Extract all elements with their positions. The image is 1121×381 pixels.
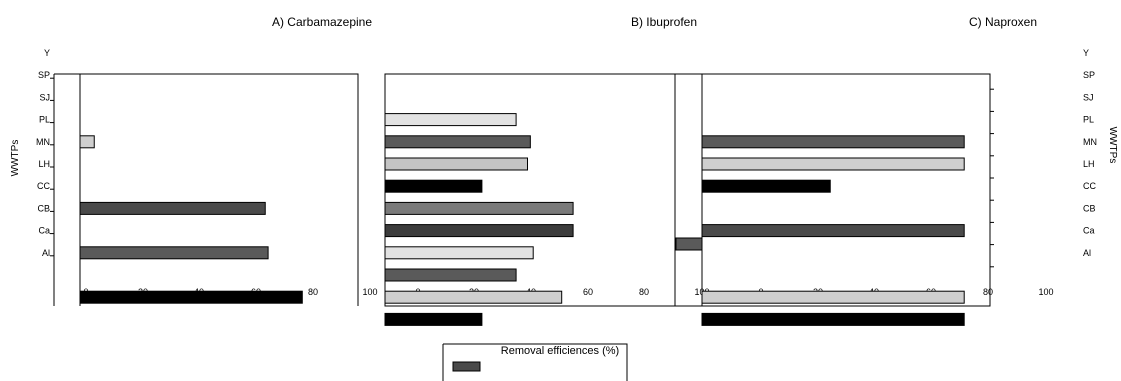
- bar: [384, 268, 517, 282]
- panel-1: 020406080100: [50, 73, 378, 306]
- y-axis-label-right: WWTPs: [1107, 127, 1118, 164]
- bar: [384, 312, 483, 326]
- panel-frame: [54, 73, 359, 306]
- panel-frame: [674, 73, 991, 307]
- bar: [701, 179, 831, 193]
- bar: [675, 237, 703, 251]
- bar: [701, 135, 965, 149]
- bar: [384, 179, 483, 193]
- y-tick-label-right: Y: [1083, 48, 1089, 58]
- y-tick-label-left: LH: [38, 159, 50, 169]
- y-tick-label-right: CC: [1083, 181, 1096, 191]
- y-tick-label-right: Ca: [1083, 226, 1095, 236]
- y-tick-label-left: SJ: [39, 92, 50, 102]
- bar: [384, 224, 574, 238]
- x-tick-label: 100: [1038, 287, 1053, 297]
- x-tick-label: 100: [362, 287, 377, 297]
- bar: [79, 246, 269, 260]
- y-tick-label-left: Y: [44, 48, 50, 58]
- bar: [701, 157, 965, 171]
- y-tick-label-left: MN: [36, 137, 50, 147]
- x-tick-label: 60: [583, 287, 593, 297]
- bar: [79, 201, 266, 215]
- y-tick-label-right: Al: [1083, 248, 1091, 258]
- y-tick-label-right: SJ: [1083, 92, 1094, 102]
- y-tick-label-left: PL: [39, 115, 50, 125]
- y-tick-label-right: PL: [1083, 115, 1094, 125]
- y-tick-label-left: SP: [38, 70, 50, 80]
- bar: [384, 157, 528, 171]
- bar: [701, 312, 965, 326]
- y-tick-label-right: MN: [1083, 137, 1097, 147]
- bar: [384, 201, 574, 215]
- x-tick-label: 80: [639, 287, 649, 297]
- bar: [384, 135, 531, 149]
- x-tick-label: 80: [308, 287, 318, 297]
- bar: [701, 290, 965, 304]
- y-tick-label-left: CC: [37, 181, 50, 191]
- x-axis-label: Removal efficiences (%): [501, 345, 619, 357]
- y-tick-label-right: CB: [1083, 203, 1096, 213]
- bar: [79, 290, 303, 304]
- panel-title-ibuprofen: B) Ibuprofen: [631, 15, 697, 29]
- y-tick-label-right: SP: [1083, 70, 1095, 80]
- bar: [701, 224, 965, 238]
- legend-swatch: [452, 361, 481, 372]
- panel-title-carbamazepine: A) Carbamazepine: [272, 15, 372, 29]
- legend: [442, 343, 628, 381]
- bar: [384, 246, 534, 260]
- y-tick-label-right: LH: [1083, 159, 1095, 169]
- bar: [384, 290, 563, 304]
- bar: [384, 113, 517, 127]
- y-tick-label-left: Al: [42, 248, 50, 258]
- x-tick-label: 80: [983, 287, 993, 297]
- y-tick-label-left: CB: [37, 203, 50, 213]
- panel-3: 020406080100: [674, 73, 1054, 326]
- y-axis-label-left: WWTPs: [10, 140, 21, 177]
- panel-2: 020406080100: [384, 73, 710, 326]
- legend-box: [442, 343, 628, 381]
- bar: [79, 135, 95, 149]
- panel-title-naproxen: C) Naproxen: [969, 15, 1037, 29]
- y-tick-label-left: Ca: [38, 226, 50, 236]
